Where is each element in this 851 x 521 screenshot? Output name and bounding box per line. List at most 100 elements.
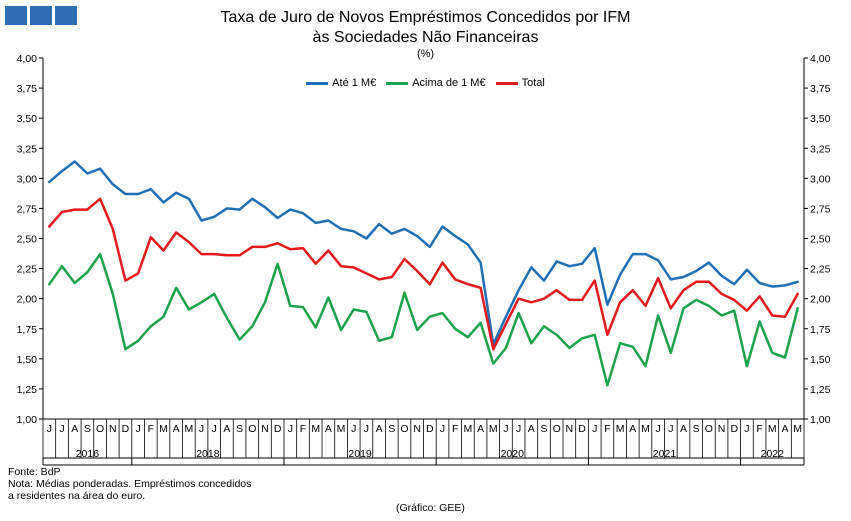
y-tick-label-right: 3,00 (810, 173, 831, 185)
y-tick-label-left: 2,00 (17, 294, 38, 306)
month-tick-label: D (122, 423, 130, 435)
month-tick-label: A (629, 423, 636, 435)
year-label: 2021 (653, 448, 677, 460)
y-tick-label-left: 1,75 (17, 324, 38, 336)
month-tick-label: F (756, 423, 762, 435)
month-tick-label: N (413, 423, 421, 435)
month-tick-label: M (464, 423, 473, 435)
y-tick-label-left: 1,50 (17, 354, 38, 366)
series-line (48, 197, 799, 351)
logo-block (30, 6, 52, 25)
month-tick-label: O (553, 423, 561, 435)
month-tick-label: S (540, 423, 547, 435)
month-tick-label: M (159, 423, 168, 435)
month-tick-label: O (96, 423, 104, 435)
y-tick-label-right: 1,50 (810, 354, 831, 366)
legend-item: Acima de 1 M€ (386, 77, 486, 89)
legend-swatch (386, 81, 409, 85)
month-tick-label: M (184, 423, 193, 435)
y-tick-label-right: 1,75 (810, 324, 831, 336)
chart-unit: (%) (416, 48, 435, 60)
month-tick-label: J (668, 423, 673, 435)
legend-item: Total (495, 77, 545, 89)
month-tick-label: J (136, 423, 141, 435)
month-tick-label: M (641, 423, 650, 435)
year-label: 2019 (348, 448, 372, 460)
chart-notes: Fonte: BdP Nota: Médias ponderadas. Empr… (8, 466, 251, 502)
logo-block (55, 6, 77, 25)
month-tick-label: M (768, 423, 777, 435)
year-label: 2022 (761, 448, 785, 460)
y-tick-label-right: 3,75 (810, 83, 831, 95)
month-tick-label: D (578, 423, 586, 435)
chart-legend: Até 1 M€ Acima de 1 M€ Total (0, 77, 851, 89)
y-tick-label-left: 2,50 (17, 234, 38, 246)
month-tick-label: O (248, 423, 256, 435)
legend-item: Até 1 M€ (306, 77, 376, 89)
month-tick-label: N (566, 423, 574, 435)
year-label: 2016 (76, 448, 100, 460)
y-tick-label-left: 4,00 (17, 53, 38, 65)
gee-logo (5, 6, 77, 25)
month-tick-label: M (311, 423, 320, 435)
month-tick-label: S (693, 423, 700, 435)
month-tick-label: A (223, 423, 230, 435)
month-tick-label: F (300, 423, 306, 435)
month-tick-label: N (718, 423, 726, 435)
month-tick-label: S (388, 423, 395, 435)
chart-title: Taxa de Juro de Novos Empréstimos Conced… (0, 8, 851, 48)
month-tick-label: O (400, 423, 408, 435)
y-tick-label-left: 1,00 (17, 414, 38, 426)
y-tick-label-right: 3,50 (810, 113, 831, 125)
month-tick-label: J (503, 423, 508, 435)
month-tick-label: S (236, 423, 243, 435)
legend-label: Total (521, 77, 545, 89)
month-tick-label: J (744, 423, 749, 435)
month-tick-label: J (364, 423, 369, 435)
month-tick-label: J (351, 423, 356, 435)
month-tick-label: J (592, 423, 597, 435)
chart-title-line1: Taxa de Juro de Novos Empréstimos Conced… (220, 9, 631, 26)
month-tick-label: N (109, 423, 117, 435)
y-tick-label-right: 2,75 (810, 203, 831, 215)
month-tick-label: A (325, 423, 332, 435)
year-label: 2020 (501, 448, 525, 460)
month-tick-label: M (489, 423, 498, 435)
y-tick-label-left: 3,00 (17, 173, 38, 185)
month-tick-label: D (274, 423, 282, 435)
year-label: 2018 (196, 448, 220, 460)
month-tick-label: D (426, 423, 434, 435)
y-tick-label-right: 2,25 (810, 264, 831, 276)
month-tick-label: J (59, 423, 64, 435)
y-tick-label-right: 1,25 (810, 384, 831, 396)
month-tick-label: A (173, 423, 180, 435)
chart-title-line2: às Sociedades Não Financeiras (312, 29, 539, 46)
month-tick-label: D (730, 423, 738, 435)
month-tick-label: S (84, 423, 91, 435)
month-tick-label: N (261, 423, 269, 435)
month-tick-label: F (604, 423, 610, 435)
y-tick-label-right: 3,25 (810, 143, 831, 155)
month-tick-label: J (288, 423, 293, 435)
logo-block (5, 6, 27, 25)
month-tick-label: A (71, 423, 78, 435)
month-tick-label: F (148, 423, 154, 435)
y-tick-label-left: 3,50 (17, 113, 38, 125)
month-tick-label: A (781, 423, 788, 435)
legend-label: Acima de 1 M€ (412, 77, 486, 89)
y-tick-label-left: 2,25 (17, 264, 38, 276)
month-tick-label: M (793, 423, 802, 435)
month-tick-label: A (680, 423, 687, 435)
y-tick-label-left: 1,25 (17, 384, 38, 396)
legend-swatch (495, 81, 518, 85)
month-tick-label: A (528, 423, 535, 435)
month-tick-label: J (656, 423, 661, 435)
note-text-line1: Nota: Médias ponderadas. Empréstimos con… (8, 478, 252, 490)
month-tick-label: J (440, 423, 445, 435)
month-tick-label: F (452, 423, 458, 435)
month-tick-label: A (477, 423, 484, 435)
y-tick-label-left: 3,25 (17, 143, 38, 155)
month-tick-label: J (212, 423, 217, 435)
month-tick-label: O (705, 423, 713, 435)
